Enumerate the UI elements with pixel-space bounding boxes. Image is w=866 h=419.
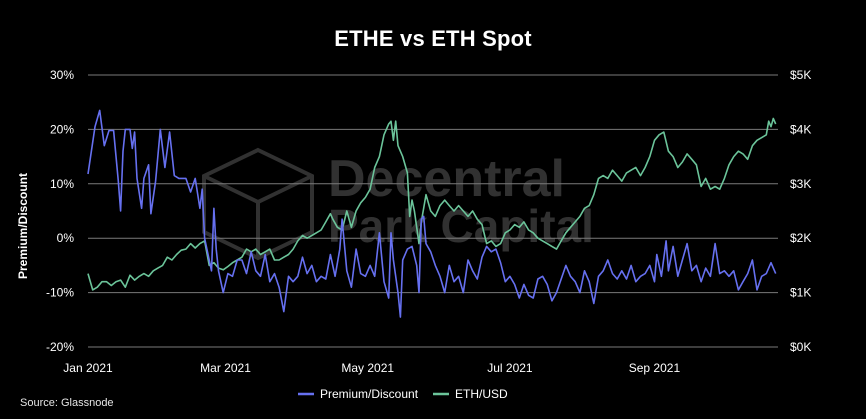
y-left-tick-label: -10% [46, 286, 74, 300]
y-left-tick-label: 20% [50, 122, 74, 136]
y-left-tick-label: 0% [57, 231, 75, 245]
y-left-tick-label: 30% [50, 68, 74, 82]
y-axis-left: 30% 20% 10% 0% -10% -20% [46, 68, 74, 354]
grid [88, 74, 778, 348]
watermark-line1: Decentral [328, 150, 565, 208]
series-lines [87, 109, 777, 318]
y-right-tick-label: $2K [790, 231, 811, 245]
y-right-tick-label: $0K [790, 340, 811, 354]
y-axis-right: $5K $4K $3K $2K $1K $0K [790, 68, 811, 354]
x-tick-label: Sep 2021 [629, 361, 681, 375]
y-right-tick-label: $4K [790, 122, 811, 136]
series-line-eth-usd [87, 117, 777, 291]
y-left-tick-label: 10% [50, 177, 74, 191]
y-right-tick-label: $1K [790, 286, 811, 300]
y-axis-title: Premium/Discount [16, 173, 30, 279]
x-tick-label: May 2021 [341, 361, 394, 375]
source-note: Source: Glassnode [20, 397, 114, 409]
x-tick-label: Jan 2021 [63, 361, 113, 375]
y-right-tick-label: $5K [790, 68, 811, 82]
x-tick-label: Jul 2021 [487, 361, 533, 375]
x-tick-label: Mar 2021 [200, 361, 251, 375]
legend: Premium/Discount ETH/USD [298, 387, 508, 401]
y-right-tick-label: $3K [790, 177, 811, 191]
x-axis: Jan 2021 Mar 2021 May 2021 Jul 2021 Sep 2021 [63, 361, 680, 375]
cube-icon [202, 147, 314, 261]
watermark: Decentral Park Capital [202, 147, 594, 261]
legend-label: ETH/USD [455, 387, 508, 401]
chart-title: ETHE vs ETH Spot [334, 26, 532, 51]
legend-label: Premium/Discount [320, 387, 419, 401]
y-left-tick-label: -20% [46, 340, 74, 354]
series-line-premium-discount [87, 109, 777, 318]
